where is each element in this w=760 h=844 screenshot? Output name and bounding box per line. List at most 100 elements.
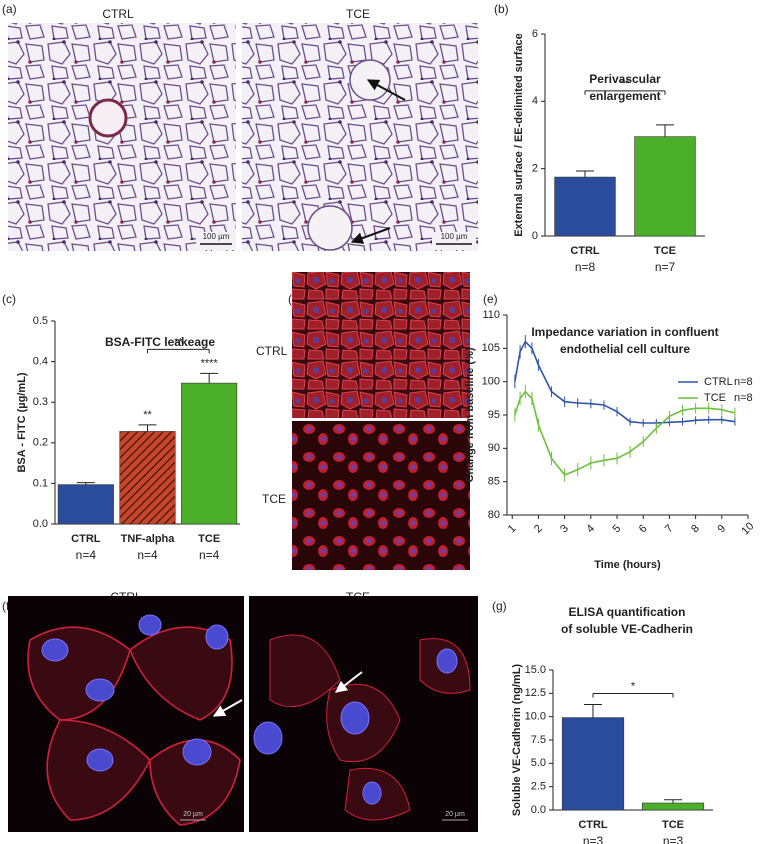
chart-title: of soluble VE-Cadherin [561, 622, 693, 636]
panel-label: (b) [494, 2, 509, 16]
y-tick-label: 110 [482, 309, 500, 321]
scale-box [432, 232, 476, 250]
significance-label: ** [143, 409, 152, 421]
arrow [335, 671, 363, 693]
x-tick-label: 8 [689, 523, 702, 536]
sample-size: n=3 [663, 834, 684, 844]
y-tick-label: 4 [532, 95, 538, 107]
scale-label: 100 µm [441, 232, 468, 241]
image-caption: TCE [346, 7, 370, 21]
y-axis-label: Change from baseline (%) [464, 347, 476, 482]
bar [561, 717, 625, 811]
sample-size: n=4 [137, 548, 158, 562]
x-tick-label: CTRL [570, 245, 600, 257]
panel-label: (e) [483, 292, 498, 306]
panel-label: (a) [2, 2, 17, 16]
y-tick-label: 7.5 [531, 734, 546, 746]
scale-label: 100 µm [203, 232, 230, 241]
vessel [88, 98, 128, 138]
x-tick-label: 9 [715, 523, 728, 536]
bar [641, 802, 705, 811]
sample-size: n=4 [76, 548, 97, 562]
significance-label: ** [174, 336, 183, 348]
x-tick-label: 3 [558, 523, 571, 536]
legend-label: TCE [704, 392, 726, 404]
chart-title: Impedance variation in confluent [531, 325, 718, 339]
y-tick-label: 0 [532, 230, 538, 242]
y-tick-label: 5.0 [531, 757, 546, 769]
bar [554, 176, 616, 237]
chart-title: enlargement [589, 89, 660, 103]
sample-size: n=8 [575, 260, 596, 274]
x-tick-label: 2 [532, 523, 545, 536]
arrow [366, 79, 406, 101]
x-tick-label: TCE [198, 533, 220, 545]
sample-size: n=3 [583, 834, 604, 844]
x-tick-label: TNF-alpha [121, 533, 176, 545]
y-tick-label: 0.0 [531, 804, 546, 816]
bar [57, 484, 114, 525]
y-tick-label: 0.0 [33, 518, 48, 530]
y-tick-label: 85 [488, 476, 500, 488]
y-tick-label: 10.0 [525, 711, 546, 723]
fluorescence-image [292, 272, 470, 418]
y-axis-label: External surface / EE-delimited surface [513, 33, 525, 237]
chart-title: endothelial cell culture [560, 342, 690, 356]
panel-label: (f) [2, 599, 13, 613]
y-tick-label: 0.2 [33, 437, 48, 449]
sample-size: n=4 [199, 548, 220, 562]
x-tick-label: CTRL [71, 533, 101, 545]
significance-label: ** [621, 78, 630, 90]
x-tick-label: TCE [662, 819, 684, 831]
x-tick-label: 4 [584, 523, 597, 536]
x-tick-label: 1 [506, 523, 519, 536]
y-axis-label: BSA - FITC (µg/mL) [16, 372, 28, 472]
y-tick-label: 12.5 [525, 687, 546, 699]
y-tick-label: 105 [482, 342, 500, 354]
histology-image [242, 23, 478, 251]
y-tick-label: 80 [488, 509, 500, 521]
histology-image [8, 23, 236, 251]
y-tick-label: 2.5 [531, 781, 546, 793]
legend-n: n=8 [734, 392, 753, 404]
bar [181, 382, 238, 525]
y-tick-label: 0.4 [33, 356, 48, 368]
line [514, 340, 736, 424]
arrow [350, 227, 391, 244]
y-tick-label: 15.0 [525, 664, 546, 676]
x-axis-label: Time (hours) [594, 559, 661, 571]
line [514, 390, 736, 476]
sample-size: n=7 [655, 260, 676, 274]
image-caption: TCE [262, 492, 286, 506]
y-tick-label: 0.3 [33, 396, 48, 408]
x-tick-label: TCE [654, 245, 676, 257]
x-tick-label: 7 [663, 523, 676, 536]
chart-title: Perivascular [589, 72, 661, 86]
y-tick-label: 0.5 [33, 315, 48, 327]
scale-label: 20 µm [183, 811, 203, 818]
x-tick-label: 6 [637, 523, 650, 536]
panel-label: (g) [492, 599, 507, 613]
legend-n: n=8 [734, 376, 753, 388]
x-tick-label: 5 [611, 523, 624, 536]
image-caption: CTRL [102, 7, 134, 21]
y-tick-label: 0.1 [33, 477, 48, 489]
fluorescence-image [292, 421, 470, 570]
panel-label: (c) [2, 292, 16, 306]
arrow [212, 699, 243, 717]
legend-label: CTRL [704, 376, 733, 388]
scale-label: 20 µm [445, 811, 465, 818]
y-tick-label: 2 [532, 163, 538, 175]
y-tick-label: 6 [532, 28, 538, 40]
y-tick-label: 90 [488, 442, 500, 454]
x-tick-label: CTRL [578, 819, 608, 831]
vessel [307, 205, 353, 251]
image-caption: CTRL [256, 344, 288, 358]
scale-box [196, 232, 236, 250]
y-tick-label: 100 [482, 376, 500, 388]
chart-title: BSA-FITC leakeage [105, 335, 215, 349]
y-tick-label: 95 [488, 409, 500, 421]
nuclei [41, 614, 458, 805]
x-tick-label: 10 [739, 520, 756, 537]
